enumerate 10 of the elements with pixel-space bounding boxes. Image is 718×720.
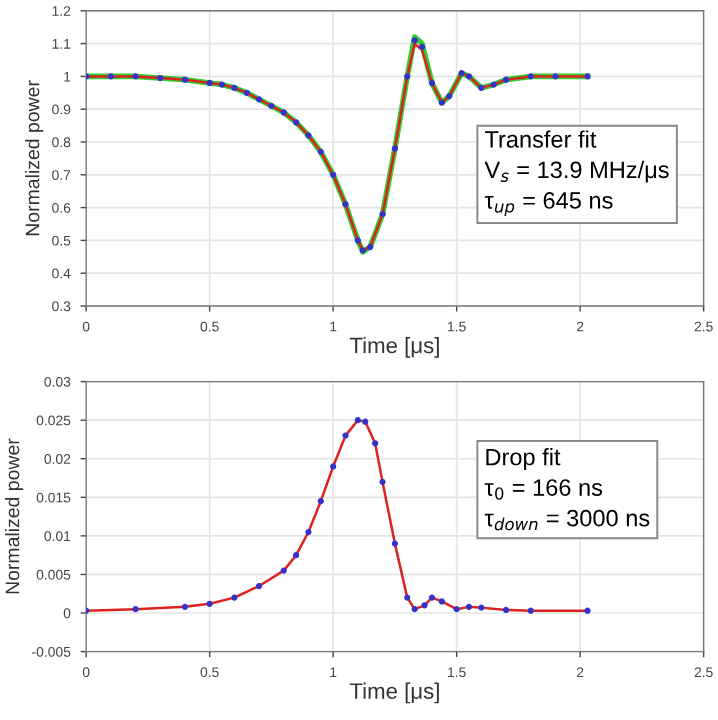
x-axis-title: Time [μs] [349,337,439,358]
annotation: τ$_{up}$ = 645 ns [484,192,613,216]
annotation: V$_{s}$ = 13.9 MHz/μs [484,160,669,183]
annotation: Transfer fit [484,130,597,148]
annotation: Drop fit [486,448,561,471]
annotation: τ$_{down}$ = 3000 ns [484,509,650,531]
x-axis-title: Time [μs] [349,682,439,704]
y-axis-title: Normalized power [25,80,44,236]
annotation: τ$_{0}$ = 166 ns [484,479,603,500]
y-axis-title: Normalized power [5,438,24,594]
